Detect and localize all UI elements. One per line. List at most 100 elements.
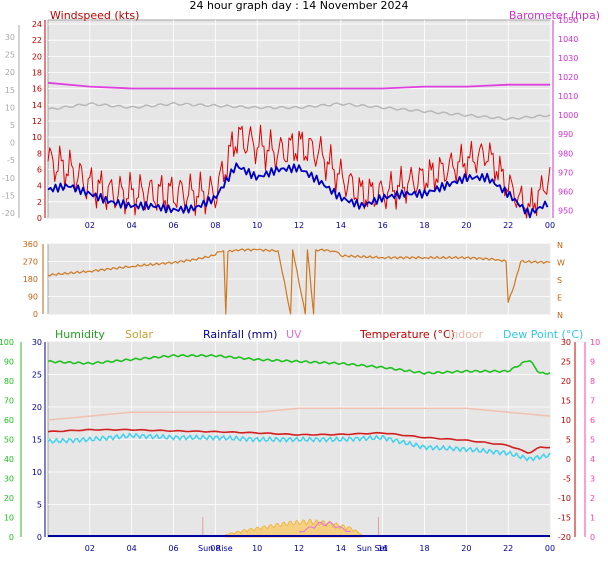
y-tick-barometer-1050: 1050 bbox=[558, 16, 578, 25]
y-tick-direction-compass-4: N bbox=[557, 241, 563, 250]
x-tick-top-08: 08 bbox=[210, 221, 220, 230]
x-tick-top-06: 06 bbox=[168, 221, 178, 230]
y-tick-uv-2: 2 bbox=[590, 494, 595, 503]
x-tick-bottom-16: 16 bbox=[378, 544, 388, 553]
legend-temperature: Temperature (°C) bbox=[359, 328, 455, 341]
x-tick-bottom-14: 14 bbox=[336, 544, 346, 553]
y-tick-barometer-960: 960 bbox=[558, 187, 573, 196]
x-tick-bottom-12: 12 bbox=[294, 544, 304, 553]
y-tick-windspeed-16: 16 bbox=[32, 85, 42, 94]
y-tick-direction-compass-0: N bbox=[557, 311, 563, 320]
y-tick-direction-compass-2: S bbox=[557, 276, 562, 285]
y-tick-uv-5: 5 bbox=[590, 436, 595, 445]
y-tick-direction-deg-90: 90 bbox=[28, 293, 38, 302]
y-tick-temperature--10: -10 bbox=[558, 494, 571, 503]
y-tick-humidity-40: 40 bbox=[4, 455, 14, 464]
y-tick-direction-deg-180: 180 bbox=[23, 275, 38, 284]
y-tick-direction-compass-1: E bbox=[557, 294, 562, 303]
y-tick-outer-30: 30 bbox=[5, 33, 15, 42]
y-tick-direction-deg-360: 360 bbox=[23, 240, 38, 249]
y-tick-windspeed-2: 2 bbox=[37, 198, 42, 207]
y-tick-direction-compass-3: W bbox=[557, 259, 565, 268]
y-tick-humidity-20: 20 bbox=[4, 494, 14, 503]
y-tick-windspeed-6: 6 bbox=[37, 166, 42, 175]
series-gray-trace bbox=[47, 101, 551, 121]
y-tick-outer-15: 15 bbox=[5, 86, 15, 95]
y-tick-uv-4: 4 bbox=[590, 455, 595, 464]
y-tick-rainfall-5: 5 bbox=[37, 501, 42, 510]
legend-rainfall: Rainfall (mm) bbox=[203, 328, 277, 341]
y-tick-uv-0: 0 bbox=[590, 533, 595, 542]
y-tick-uv-6: 6 bbox=[590, 416, 595, 425]
y-tick-windspeed-22: 22 bbox=[32, 36, 42, 45]
x-tick-bottom-04: 04 bbox=[127, 544, 137, 553]
x-tick-top-10: 10 bbox=[252, 221, 262, 230]
y-tick-rainfall-20: 20 bbox=[32, 403, 42, 412]
y-tick-temperature-30: 30 bbox=[561, 338, 571, 347]
x-tick-bottom-06: 06 bbox=[168, 544, 178, 553]
y-tick-humidity-60: 60 bbox=[4, 416, 14, 425]
legend-dewpoint: Dew Point (°C) bbox=[503, 328, 583, 341]
y-tick-rainfall-10: 10 bbox=[32, 468, 42, 477]
series-humidity bbox=[47, 353, 551, 375]
x-tick-top-00: 00 bbox=[545, 221, 555, 230]
y-tick-uv-7: 7 bbox=[590, 397, 595, 406]
y-tick-barometer-980: 980 bbox=[558, 149, 573, 158]
y-tick-windspeed-12: 12 bbox=[32, 117, 42, 126]
x-tick-bottom-08: 08 bbox=[210, 544, 220, 553]
y-tick-barometer-1030: 1030 bbox=[558, 54, 578, 63]
x-tick-bottom-10: 10 bbox=[252, 544, 262, 553]
y-tick-barometer-990: 990 bbox=[558, 130, 573, 139]
x-tick-sunset: Sun Set bbox=[357, 544, 388, 553]
y-tick-uv-3: 3 bbox=[590, 475, 595, 484]
y-tick-rainfall-25: 25 bbox=[32, 371, 42, 380]
y-tick-barometer-950: 950 bbox=[558, 206, 573, 215]
y-tick-barometer-1040: 1040 bbox=[558, 35, 578, 44]
y-tick-windspeed-0: 0 bbox=[37, 214, 42, 223]
y-tick-temperature-15: 15 bbox=[561, 397, 571, 406]
y-tick-outer--10: -10 bbox=[2, 174, 15, 183]
series-dewpoint bbox=[47, 432, 551, 462]
legend-solar: Solar bbox=[125, 328, 154, 341]
y-tick-windspeed-14: 14 bbox=[32, 101, 42, 110]
y-tick-windspeed-24: 24 bbox=[32, 20, 42, 29]
x-tick-bottom-18: 18 bbox=[419, 544, 429, 553]
y-tick-windspeed-4: 4 bbox=[37, 182, 42, 191]
y-tick-barometer-1020: 1020 bbox=[558, 73, 578, 82]
y-tick-windspeed-10: 10 bbox=[32, 133, 42, 142]
legend-humidity: Humidity bbox=[55, 328, 105, 341]
y-tick-direction-deg-270: 270 bbox=[23, 258, 38, 267]
x-tick-top-22: 22 bbox=[503, 221, 513, 230]
legend-barometer: Barometer (hpa) bbox=[509, 9, 600, 22]
x-tick-bottom-20: 20 bbox=[461, 544, 471, 553]
y-tick-temperature--15: -15 bbox=[558, 514, 571, 523]
axis-ticks: 0202040406060808101012121414161618182020… bbox=[0, 16, 600, 553]
y-tick-outer--5: -5 bbox=[7, 156, 15, 165]
y-tick-temperature--5: -5 bbox=[563, 475, 571, 484]
series-uv bbox=[298, 521, 352, 533]
y-tick-outer-25: 25 bbox=[5, 51, 15, 60]
y-tick-outer-10: 10 bbox=[5, 103, 15, 112]
y-tick-outer--15: -15 bbox=[2, 191, 15, 200]
y-tick-humidity-0: 0 bbox=[9, 533, 14, 542]
y-tick-temperature--20: -20 bbox=[558, 533, 571, 542]
legend-windspeed: Windspeed (kts) bbox=[50, 9, 139, 22]
y-tick-rainfall-30: 30 bbox=[32, 338, 42, 347]
x-tick-top-20: 20 bbox=[461, 221, 471, 230]
y-tick-outer-5: 5 bbox=[10, 121, 15, 130]
series-wind-direction bbox=[47, 248, 551, 315]
y-tick-outer-20: 20 bbox=[5, 68, 15, 77]
y-tick-uv-8: 8 bbox=[590, 377, 595, 386]
x-tick-top-18: 18 bbox=[419, 221, 429, 230]
y-tick-humidity-30: 30 bbox=[4, 475, 14, 484]
y-tick-temperature-25: 25 bbox=[561, 358, 571, 367]
y-tick-barometer-970: 970 bbox=[558, 168, 573, 177]
y-tick-temperature-20: 20 bbox=[561, 377, 571, 386]
y-tick-windspeed-18: 18 bbox=[32, 69, 42, 78]
y-tick-temperature-10: 10 bbox=[561, 416, 571, 425]
y-tick-humidity-90: 90 bbox=[4, 358, 14, 367]
y-tick-humidity-70: 70 bbox=[4, 397, 14, 406]
y-tick-uv-9: 9 bbox=[590, 358, 595, 367]
